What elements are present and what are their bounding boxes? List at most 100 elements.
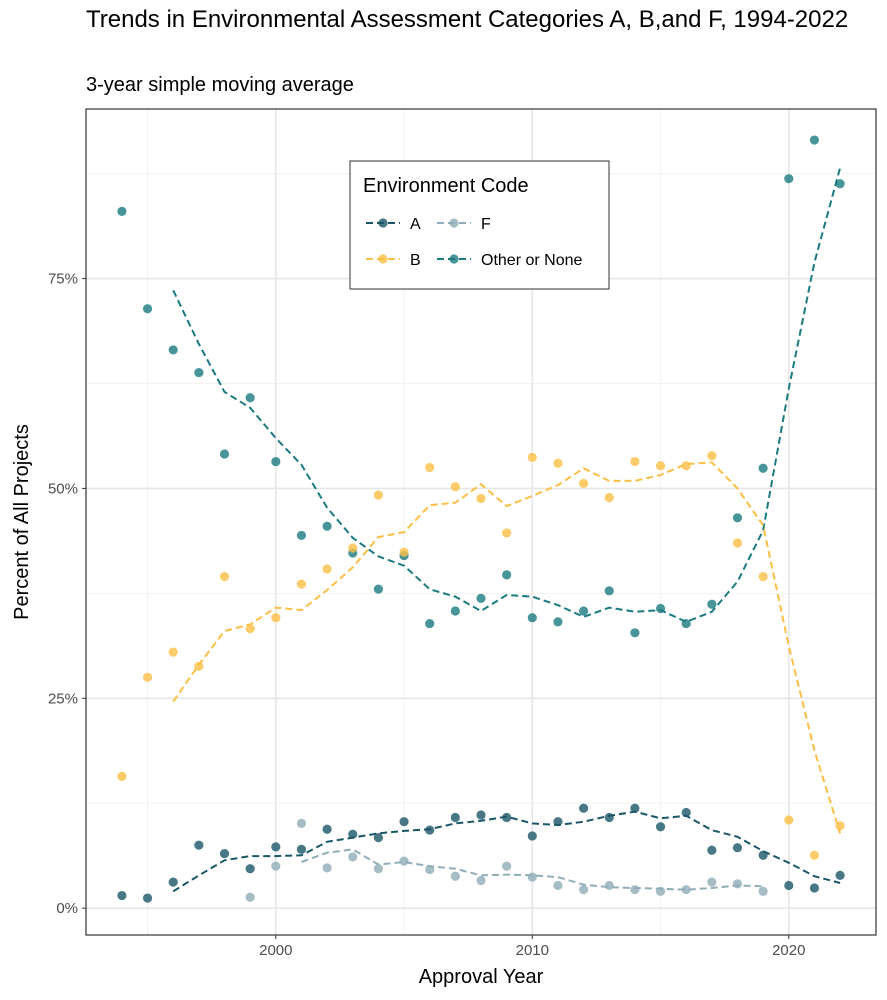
data-point: [322, 863, 332, 873]
data-point: [425, 618, 435, 629]
data-point: [142, 672, 153, 682]
data-point: [502, 528, 512, 538]
data-point: [732, 513, 743, 523]
data-point: [502, 570, 512, 580]
data-point: [373, 833, 384, 843]
data-point: [117, 206, 127, 217]
data-point: [476, 875, 486, 886]
data-point: [271, 456, 281, 467]
data-point: [271, 613, 281, 623]
data-point: [476, 810, 486, 820]
data-point: [425, 462, 435, 473]
data-point: [322, 564, 332, 574]
moving-average-line-b: [172, 461, 842, 834]
data-point: [322, 521, 332, 531]
data-point: [835, 179, 845, 189]
data-point: [707, 877, 717, 887]
data-point: [348, 543, 358, 553]
data-point: [758, 463, 768, 473]
data-point: [399, 817, 409, 827]
data-point: [373, 584, 384, 594]
data-point: [630, 628, 640, 638]
legend-label: B: [410, 252, 421, 269]
data-point: [707, 599, 717, 609]
data-point: [219, 848, 230, 859]
data-point: [399, 547, 409, 557]
data-point: [630, 456, 640, 467]
data-point: [322, 824, 332, 834]
data-point: [142, 304, 153, 314]
legend-item-b: B: [366, 252, 421, 269]
data-point: [476, 493, 486, 504]
data-point: [681, 807, 691, 818]
data-point: [578, 478, 589, 488]
data-point: [245, 864, 255, 874]
x-tick-label: 2020: [772, 942, 805, 959]
legend-title: Environment Code: [363, 175, 529, 197]
data-point: [630, 803, 640, 813]
data-point: [732, 843, 743, 853]
data-point: [707, 451, 717, 461]
legend-label: F: [481, 216, 491, 233]
x-tick-label: 2000: [259, 942, 292, 959]
data-point: [142, 893, 153, 903]
moving-average-line-other-or-none: [172, 167, 842, 623]
data-point: [527, 872, 537, 882]
legend: Environment Code A F B Other or None: [349, 160, 610, 290]
moving-average-line-f: [301, 848, 764, 891]
series-other-or-none-points: [117, 135, 845, 638]
y-tick-label: 50%: [48, 480, 78, 497]
data-point: [245, 393, 255, 403]
moving-average-line-a: [172, 810, 841, 893]
data-point: [194, 840, 204, 850]
x-axis-title: Approval Year: [419, 966, 544, 988]
data-point: [553, 617, 563, 627]
data-point: [450, 812, 460, 823]
data-point: [553, 880, 563, 891]
data-point: [578, 803, 589, 813]
data-point: [348, 829, 358, 839]
data-point: [578, 606, 589, 616]
legend-key-point: [449, 254, 459, 264]
data-point: [296, 844, 307, 854]
data-point: [732, 538, 743, 548]
data-point: [296, 530, 307, 541]
legend-label: Other or None: [481, 252, 582, 269]
data-point: [784, 174, 794, 184]
data-point: [476, 593, 486, 603]
data-point: [527, 831, 537, 841]
data-point: [296, 579, 307, 589]
legend-item-a: A: [366, 216, 421, 233]
legend-item-other-or-none: Other or None: [437, 252, 582, 269]
data-point: [553, 458, 563, 468]
data-point: [399, 856, 409, 866]
series-b-points: [117, 451, 845, 860]
data-point: [117, 890, 127, 901]
data-point: [194, 661, 204, 671]
y-tick-label: 75%: [48, 271, 78, 288]
data-point: [681, 885, 691, 895]
data-point: [809, 135, 820, 145]
data-point: [604, 880, 614, 891]
legend-key-point: [449, 218, 459, 228]
data-point: [296, 818, 307, 828]
data-point: [245, 624, 255, 634]
legend-key-point: [378, 254, 388, 264]
chart-subtitle: 3-year simple moving average: [86, 74, 354, 96]
data-point: [758, 571, 768, 582]
legend-box: [349, 160, 610, 290]
data-point: [450, 482, 460, 492]
data-point: [450, 871, 460, 881]
legend-label: A: [410, 216, 421, 233]
data-point: [245, 892, 255, 902]
data-point: [578, 885, 589, 895]
data-point: [219, 571, 230, 582]
data-point: [604, 586, 614, 596]
data-point: [835, 870, 845, 881]
y-tick-label: 25%: [48, 690, 78, 707]
data-point: [732, 879, 743, 889]
y-axis-title: Percent of All Projects: [11, 424, 33, 620]
data-point: [168, 345, 178, 355]
